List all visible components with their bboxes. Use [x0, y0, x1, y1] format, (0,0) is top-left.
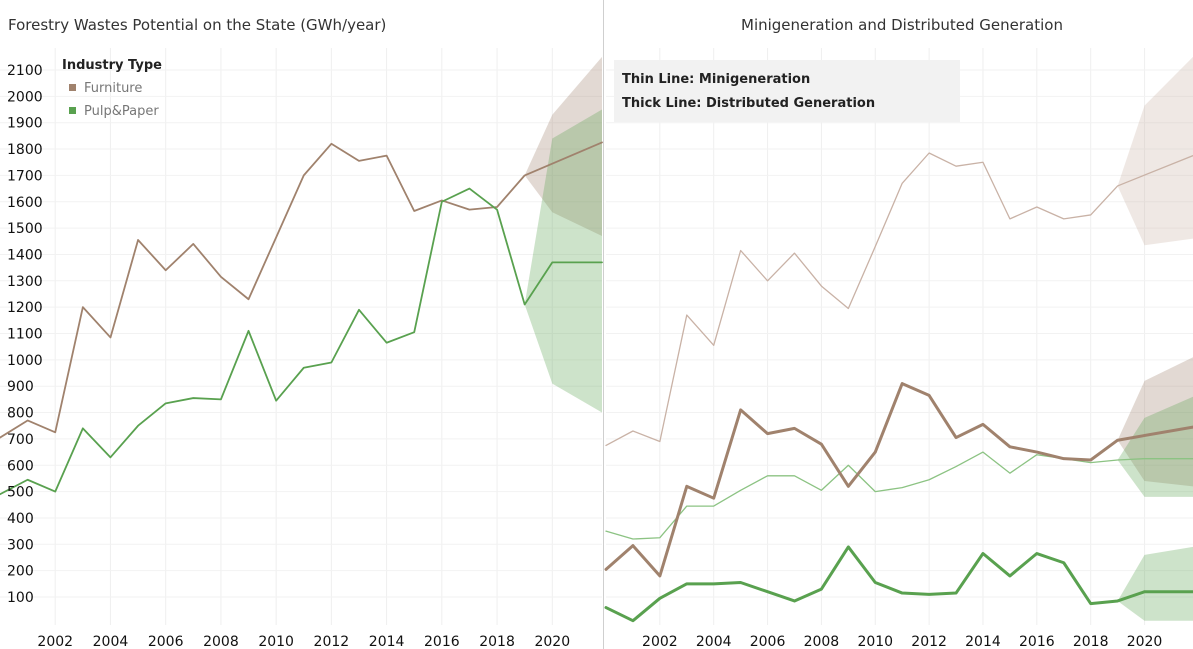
y-tick-label: 2100	[7, 63, 43, 79]
x-tick-label: 2018	[1073, 634, 1109, 649]
series-line	[605, 152, 1193, 447]
y-tick-label: 1000	[7, 353, 43, 369]
x-tick-label: 2010	[857, 634, 893, 649]
x-tick-label: 2006	[750, 634, 786, 649]
forecast-bands	[524, 56, 1193, 621]
y-tick-label: 1700	[7, 168, 43, 184]
y-tick-label: 300	[7, 537, 34, 553]
legend-label-furniture: Furniture	[84, 81, 142, 96]
y-tick-label: 200	[7, 564, 34, 580]
legend-swatch-pulp-paper	[69, 107, 76, 114]
x-tick-label: 2016	[1019, 634, 1055, 649]
y-tick-label: 700	[7, 432, 34, 448]
left-chart-title: Forestry Wastes Potential on the State (…	[8, 16, 386, 34]
x-tick-label: 2004	[93, 634, 129, 649]
series-line	[0, 187, 603, 496]
series-lines	[0, 141, 1193, 623]
y-tick-label: 1600	[7, 195, 43, 211]
series-line	[604, 545, 1193, 623]
y-tick-label: 1400	[7, 247, 43, 263]
right-chart-title: Minigeneration and Distributed Generatio…	[741, 16, 1063, 34]
x-tick-label: 2014	[369, 634, 405, 649]
forecast-band	[524, 109, 602, 413]
series-line	[0, 141, 603, 439]
y-tick-label: 1900	[7, 116, 43, 132]
x-tick-label: 2002	[642, 634, 678, 649]
annotation-line-thick: Thick Line: Distributed Generation	[622, 96, 875, 111]
x-tick-label: 2020	[1127, 634, 1163, 649]
y-tick-label: 100	[7, 590, 34, 606]
forecast-band	[1117, 546, 1193, 621]
y-tick-label: 1100	[7, 327, 43, 343]
forecast-band	[524, 56, 602, 237]
y-tick-label: 1200	[7, 300, 43, 316]
x-tick-label: 2020	[534, 634, 570, 649]
y-tick-label: 2000	[7, 89, 43, 105]
x-tick-label: 2006	[148, 634, 184, 649]
x-tick-label: 2012	[911, 634, 947, 649]
y-tick-label: 1500	[7, 221, 43, 237]
x-tick-label: 2014	[965, 634, 1001, 649]
y-tick-label: 1300	[7, 274, 43, 290]
x-tick-label: 2018	[479, 634, 515, 649]
forecast-band	[1117, 56, 1193, 246]
x-tick-label: 2004	[696, 634, 732, 649]
x-tick-label: 2008	[804, 634, 840, 649]
forecast-band	[1117, 357, 1193, 487]
y-tick-label: 1800	[7, 142, 43, 158]
annotation-background	[614, 60, 960, 122]
forecast-band	[1117, 396, 1193, 497]
x-tick-label: 2010	[258, 634, 294, 649]
x-tick-label: 2002	[37, 634, 73, 649]
x-tick-label: 2012	[314, 634, 350, 649]
legend-title: Industry Type	[62, 58, 162, 73]
legend-swatch-furniture	[69, 84, 76, 91]
y-tick-label: 500	[7, 485, 34, 501]
x-tick-label: 2008	[203, 634, 239, 649]
series-line	[604, 382, 1193, 578]
axis-ticks: 2002 2004 2006 2008 2010 2012 2014 2016 2018 2020…	[7, 63, 1162, 649]
legend: Industry Type Furniture Pulp&Paper	[62, 58, 162, 119]
x-tick-label: 2016	[424, 634, 460, 649]
legend-label-pulp-paper: Pulp&Paper	[84, 104, 159, 119]
y-tick-label: 600	[7, 458, 34, 474]
annotation-line-thin: Thin Line: Minigeneration	[622, 72, 810, 87]
y-tick-label: 400	[7, 511, 34, 527]
y-tick-label: 900	[7, 379, 34, 395]
annotation-box: Thin Line: Minigeneration Thick Line: Di…	[614, 60, 960, 122]
y-tick-label: 800	[7, 406, 34, 422]
